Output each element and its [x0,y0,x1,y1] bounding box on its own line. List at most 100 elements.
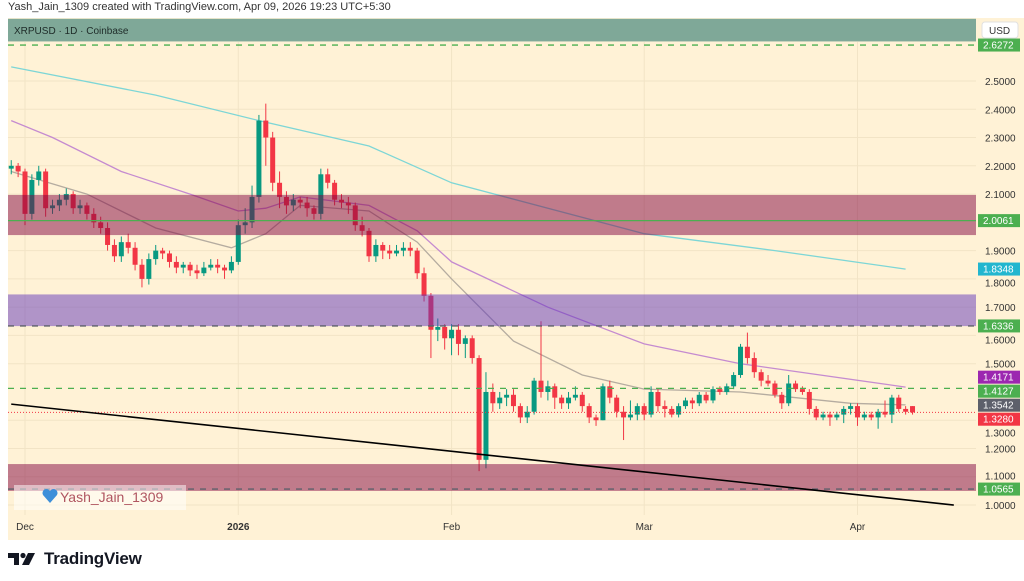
y-tick-label: 2.2000 [985,162,1016,173]
candle-body [173,261,179,268]
candle-body [882,411,888,415]
candle [180,261,186,274]
candle-body [607,386,613,398]
candle [524,406,530,424]
candle-body [910,406,916,413]
candle-body [903,408,909,412]
candle-body [799,389,805,392]
candle-body [717,389,723,392]
y-tick-label: 1.6000 [985,335,1016,346]
candle [194,264,200,279]
currency-label: USD [989,26,1010,37]
candle-body [572,394,578,398]
candle-body [545,386,551,392]
candle-body [490,391,496,404]
candle [820,411,826,421]
candle [476,355,482,472]
candle-body [235,225,241,262]
y-tick-label: 1.2000 [985,445,1016,456]
candle [614,394,620,418]
price-badge [978,482,1020,496]
candle-body [36,171,42,180]
candle [538,321,544,398]
candle [215,259,221,274]
candle [854,403,860,426]
candle-body [827,414,833,418]
candle-body [228,261,234,271]
candle-body [187,264,193,271]
candle [621,406,627,441]
logo-text: TradingView [44,549,142,568]
price-badge-label: 1.4127 [983,387,1014,398]
candle [848,403,854,415]
candle-body [627,414,633,418]
candle [263,103,269,166]
candle [813,406,819,421]
price-badge-label: 2.0061 [983,216,1014,227]
symbol-title: XRPUSD · 1D · Coinbase [14,26,129,37]
candle [676,403,682,418]
candle [731,372,737,390]
candle [407,242,413,257]
candle-body [318,174,324,214]
y-tick-label: 2.4000 [985,105,1016,116]
candle-body [394,250,400,254]
candle-body [703,394,709,401]
candle-body [793,383,799,390]
candle-body [118,242,124,257]
candle-body [655,391,661,407]
price-badge-label: 1.0565 [983,485,1014,496]
candle-body [421,273,427,296]
y-tick-label: 1.5000 [985,360,1016,371]
candle-body [779,394,785,404]
y-tick-label: 2.3000 [985,134,1016,145]
price-zone [8,294,976,327]
candle [779,391,785,409]
currency-button[interactable]: USD [981,21,1019,39]
candle-body [483,391,489,460]
candle-body [510,394,516,407]
candle-body [806,391,812,409]
candle [751,352,757,378]
y-tick-label: 1.1000 [985,472,1016,483]
candle [118,236,124,262]
candle-body [194,270,200,274]
watermark: Yash_Jain_1309 [14,485,186,510]
tradingview-logo[interactable]: TradingView [8,549,142,569]
candle [703,391,709,404]
candle [153,244,159,265]
price-badge [978,412,1020,426]
candle-body [682,400,688,407]
candle-body [896,397,902,409]
candle [710,386,716,404]
candle [579,391,585,412]
candle-body [332,182,338,200]
candle [504,389,510,407]
price-axis[interactable] [976,18,1024,540]
candle [228,256,234,274]
candle-body [531,380,537,412]
candle-body [614,397,620,412]
candle-body [270,137,276,183]
candle-body [504,394,510,398]
candle [682,397,688,409]
candle [793,380,799,392]
candle [449,324,455,356]
candle-body [889,397,895,415]
candle [455,324,461,356]
y-tick-label: 2.5000 [985,77,1016,88]
candle [765,375,771,387]
candle-body [380,244,386,251]
candle [373,239,379,262]
candle-body [366,230,372,257]
candle [111,239,117,262]
candle-body [180,264,186,268]
candle-body [277,182,283,197]
candle-body [559,397,565,404]
candle-body [215,264,221,268]
candle [669,406,675,418]
candle-body [854,406,860,418]
candle [132,242,138,271]
candle [510,389,516,412]
